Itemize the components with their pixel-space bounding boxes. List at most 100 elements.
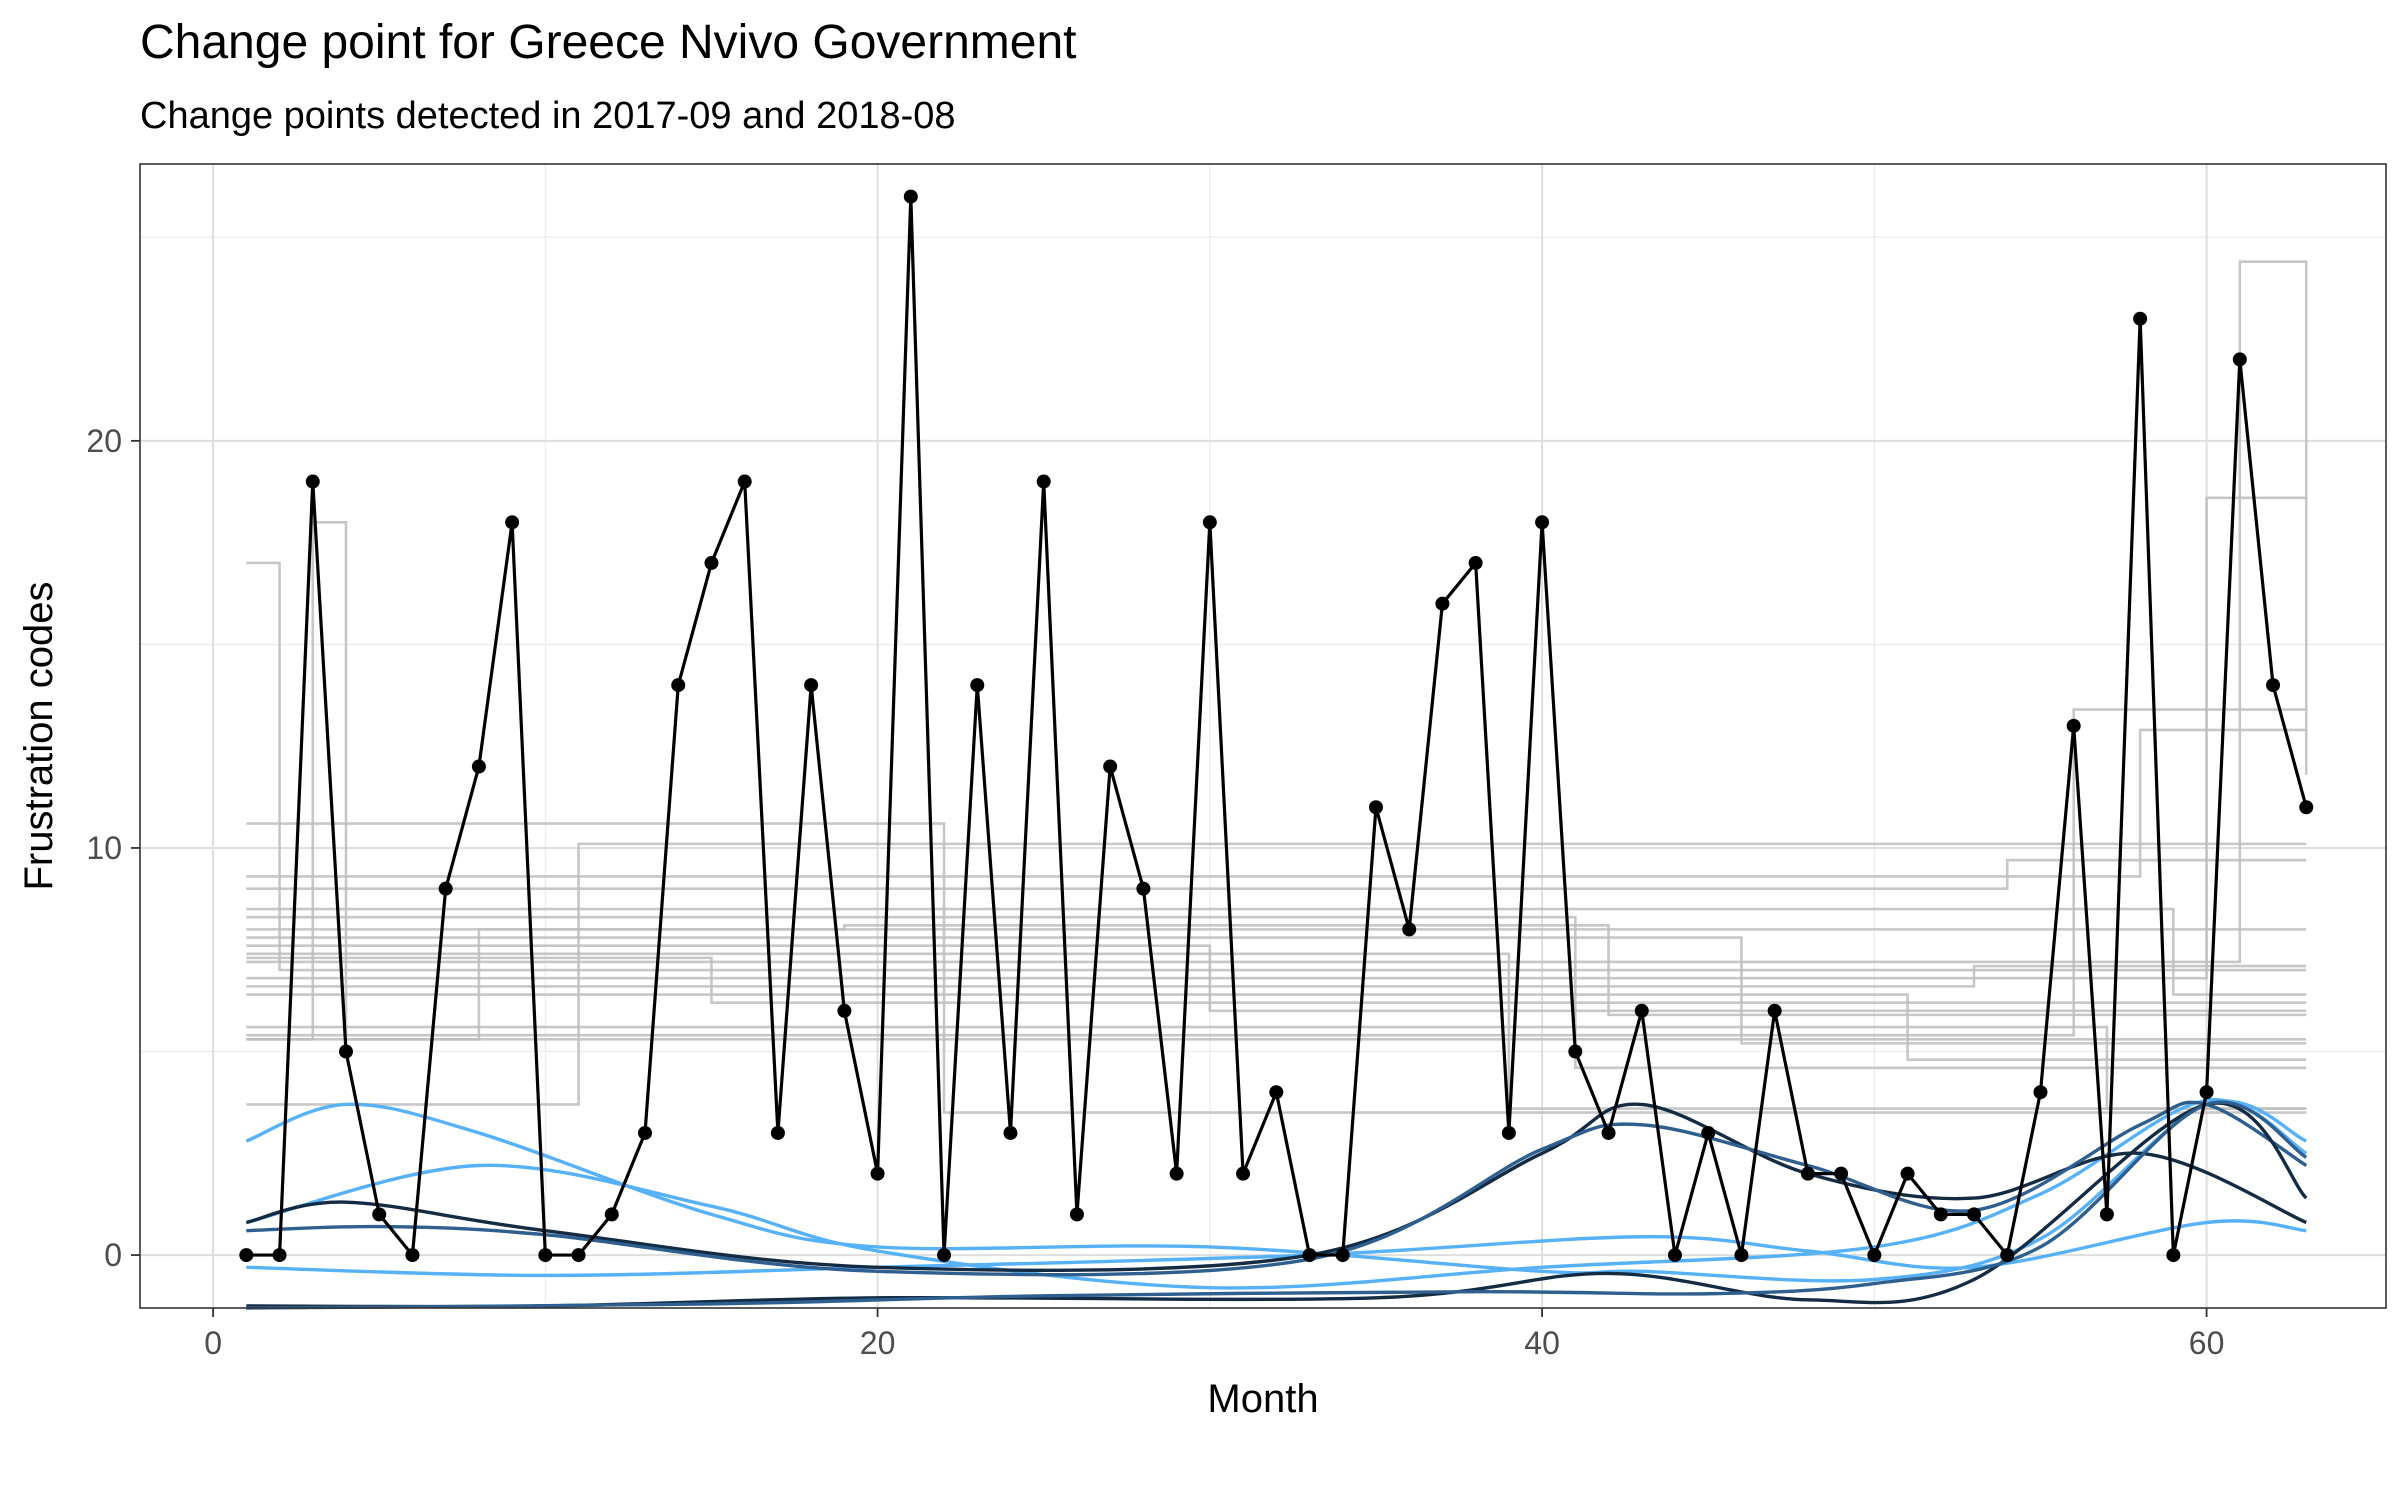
data-point — [338, 1044, 353, 1059]
y-axis-label: Frustration codes — [17, 581, 61, 890]
data-point — [1634, 1003, 1649, 1018]
data-point — [1103, 759, 1118, 774]
smooth-curve — [245, 1098, 2308, 1290]
step-line — [246, 952, 2307, 1110]
data-point — [272, 1248, 287, 1263]
data-point — [1900, 1166, 1915, 1181]
data-point — [505, 515, 520, 530]
data-point — [1435, 596, 1450, 611]
data-point — [2299, 800, 2314, 815]
step-line — [246, 561, 2307, 972]
data-point — [804, 678, 819, 693]
data-point — [2033, 1085, 2048, 1100]
data-point — [438, 881, 453, 896]
data-point — [770, 1125, 785, 1140]
panel-border — [139, 163, 2387, 1309]
data-point — [2199, 1085, 2214, 1100]
step-line — [246, 907, 2307, 996]
data-point — [1834, 1166, 1849, 1181]
data-point — [1069, 1207, 1084, 1222]
x-axis: 0 20 40 60 — [204, 1308, 2224, 1361]
y-tick-label: 10 — [86, 830, 122, 866]
smooth-curve — [245, 1099, 2307, 1283]
data-point — [870, 1166, 885, 1181]
x-axis-label: Month — [1207, 1377, 1318, 1421]
data-point — [2266, 678, 2281, 693]
data-point — [2166, 1248, 2181, 1263]
data-point — [571, 1248, 586, 1263]
data-point — [1136, 881, 1151, 896]
data-point — [1003, 1125, 1018, 1140]
data-point — [1867, 1248, 1882, 1263]
step-line — [246, 924, 2307, 1017]
x-tick-label: 20 — [860, 1325, 896, 1361]
y-tick-label: 20 — [86, 423, 122, 459]
data-point — [1535, 515, 1550, 530]
data-point — [1402, 922, 1417, 937]
data-point — [671, 678, 686, 693]
data-point — [604, 1207, 619, 1222]
data-point — [2099, 1207, 2114, 1222]
x-tick-label: 40 — [1524, 1325, 1560, 1361]
step-line — [246, 936, 2307, 1045]
data-point — [372, 1207, 387, 1222]
data-point — [1667, 1248, 1682, 1263]
data-point — [2232, 352, 2247, 367]
observed-series — [239, 189, 2314, 1263]
step-line — [246, 964, 2307, 988]
data-point — [1734, 1248, 1749, 1263]
data-point — [837, 1003, 852, 1018]
data-point — [970, 678, 985, 693]
data-point — [1501, 1125, 1516, 1140]
step-line — [246, 496, 2307, 980]
step-line — [246, 842, 2307, 1106]
data-point — [2000, 1248, 2015, 1263]
data-point — [1169, 1166, 1184, 1181]
step-line — [246, 858, 2307, 890]
data-point — [405, 1248, 420, 1263]
smooth-curve — [245, 1102, 2307, 1272]
data-point — [704, 555, 719, 570]
data-point — [1335, 1248, 1350, 1263]
data-point — [2133, 311, 2148, 326]
step-line — [246, 928, 2307, 1041]
step-line — [246, 915, 2307, 1070]
x-tick-label: 60 — [2189, 1325, 2225, 1361]
data-point — [737, 474, 752, 489]
data-point — [1701, 1125, 1716, 1140]
data-point — [937, 1248, 952, 1263]
data-point — [1236, 1166, 1251, 1181]
data-point — [1368, 800, 1383, 815]
data-point — [638, 1125, 653, 1140]
grid-minor — [140, 164, 2386, 1308]
data-point — [538, 1248, 553, 1263]
chart-subtitle: Change points detected in 2017-09 and 20… — [140, 95, 956, 137]
step-line — [246, 822, 2307, 1114]
plot-panel — [140, 164, 2386, 1308]
data-point — [1967, 1207, 1982, 1222]
y-tick-label: 0 — [104, 1237, 122, 1273]
data-point — [1933, 1207, 1948, 1222]
data-point — [1202, 515, 1217, 530]
data-point — [903, 189, 918, 204]
smooth-curve — [246, 1219, 2307, 1278]
data-point — [1269, 1085, 1284, 1100]
data-point — [1800, 1166, 1815, 1181]
step-line — [246, 993, 2307, 1061]
data-point — [1601, 1125, 1616, 1140]
data-point — [1468, 555, 1483, 570]
step-line — [246, 1025, 2307, 1110]
chart-title: Change point for Greece Nvivo Government — [140, 16, 1076, 69]
x-tick-label: 0 — [204, 1325, 222, 1361]
y-axis: 0 10 20 — [86, 423, 140, 1273]
data-point — [305, 474, 320, 489]
data-point — [2066, 718, 2081, 733]
grid-major — [140, 164, 2386, 1308]
data-point — [1568, 1044, 1583, 1059]
step-line — [246, 260, 2308, 964]
data-point — [1767, 1003, 1782, 1018]
data-point — [239, 1248, 254, 1263]
data-point — [471, 759, 486, 774]
